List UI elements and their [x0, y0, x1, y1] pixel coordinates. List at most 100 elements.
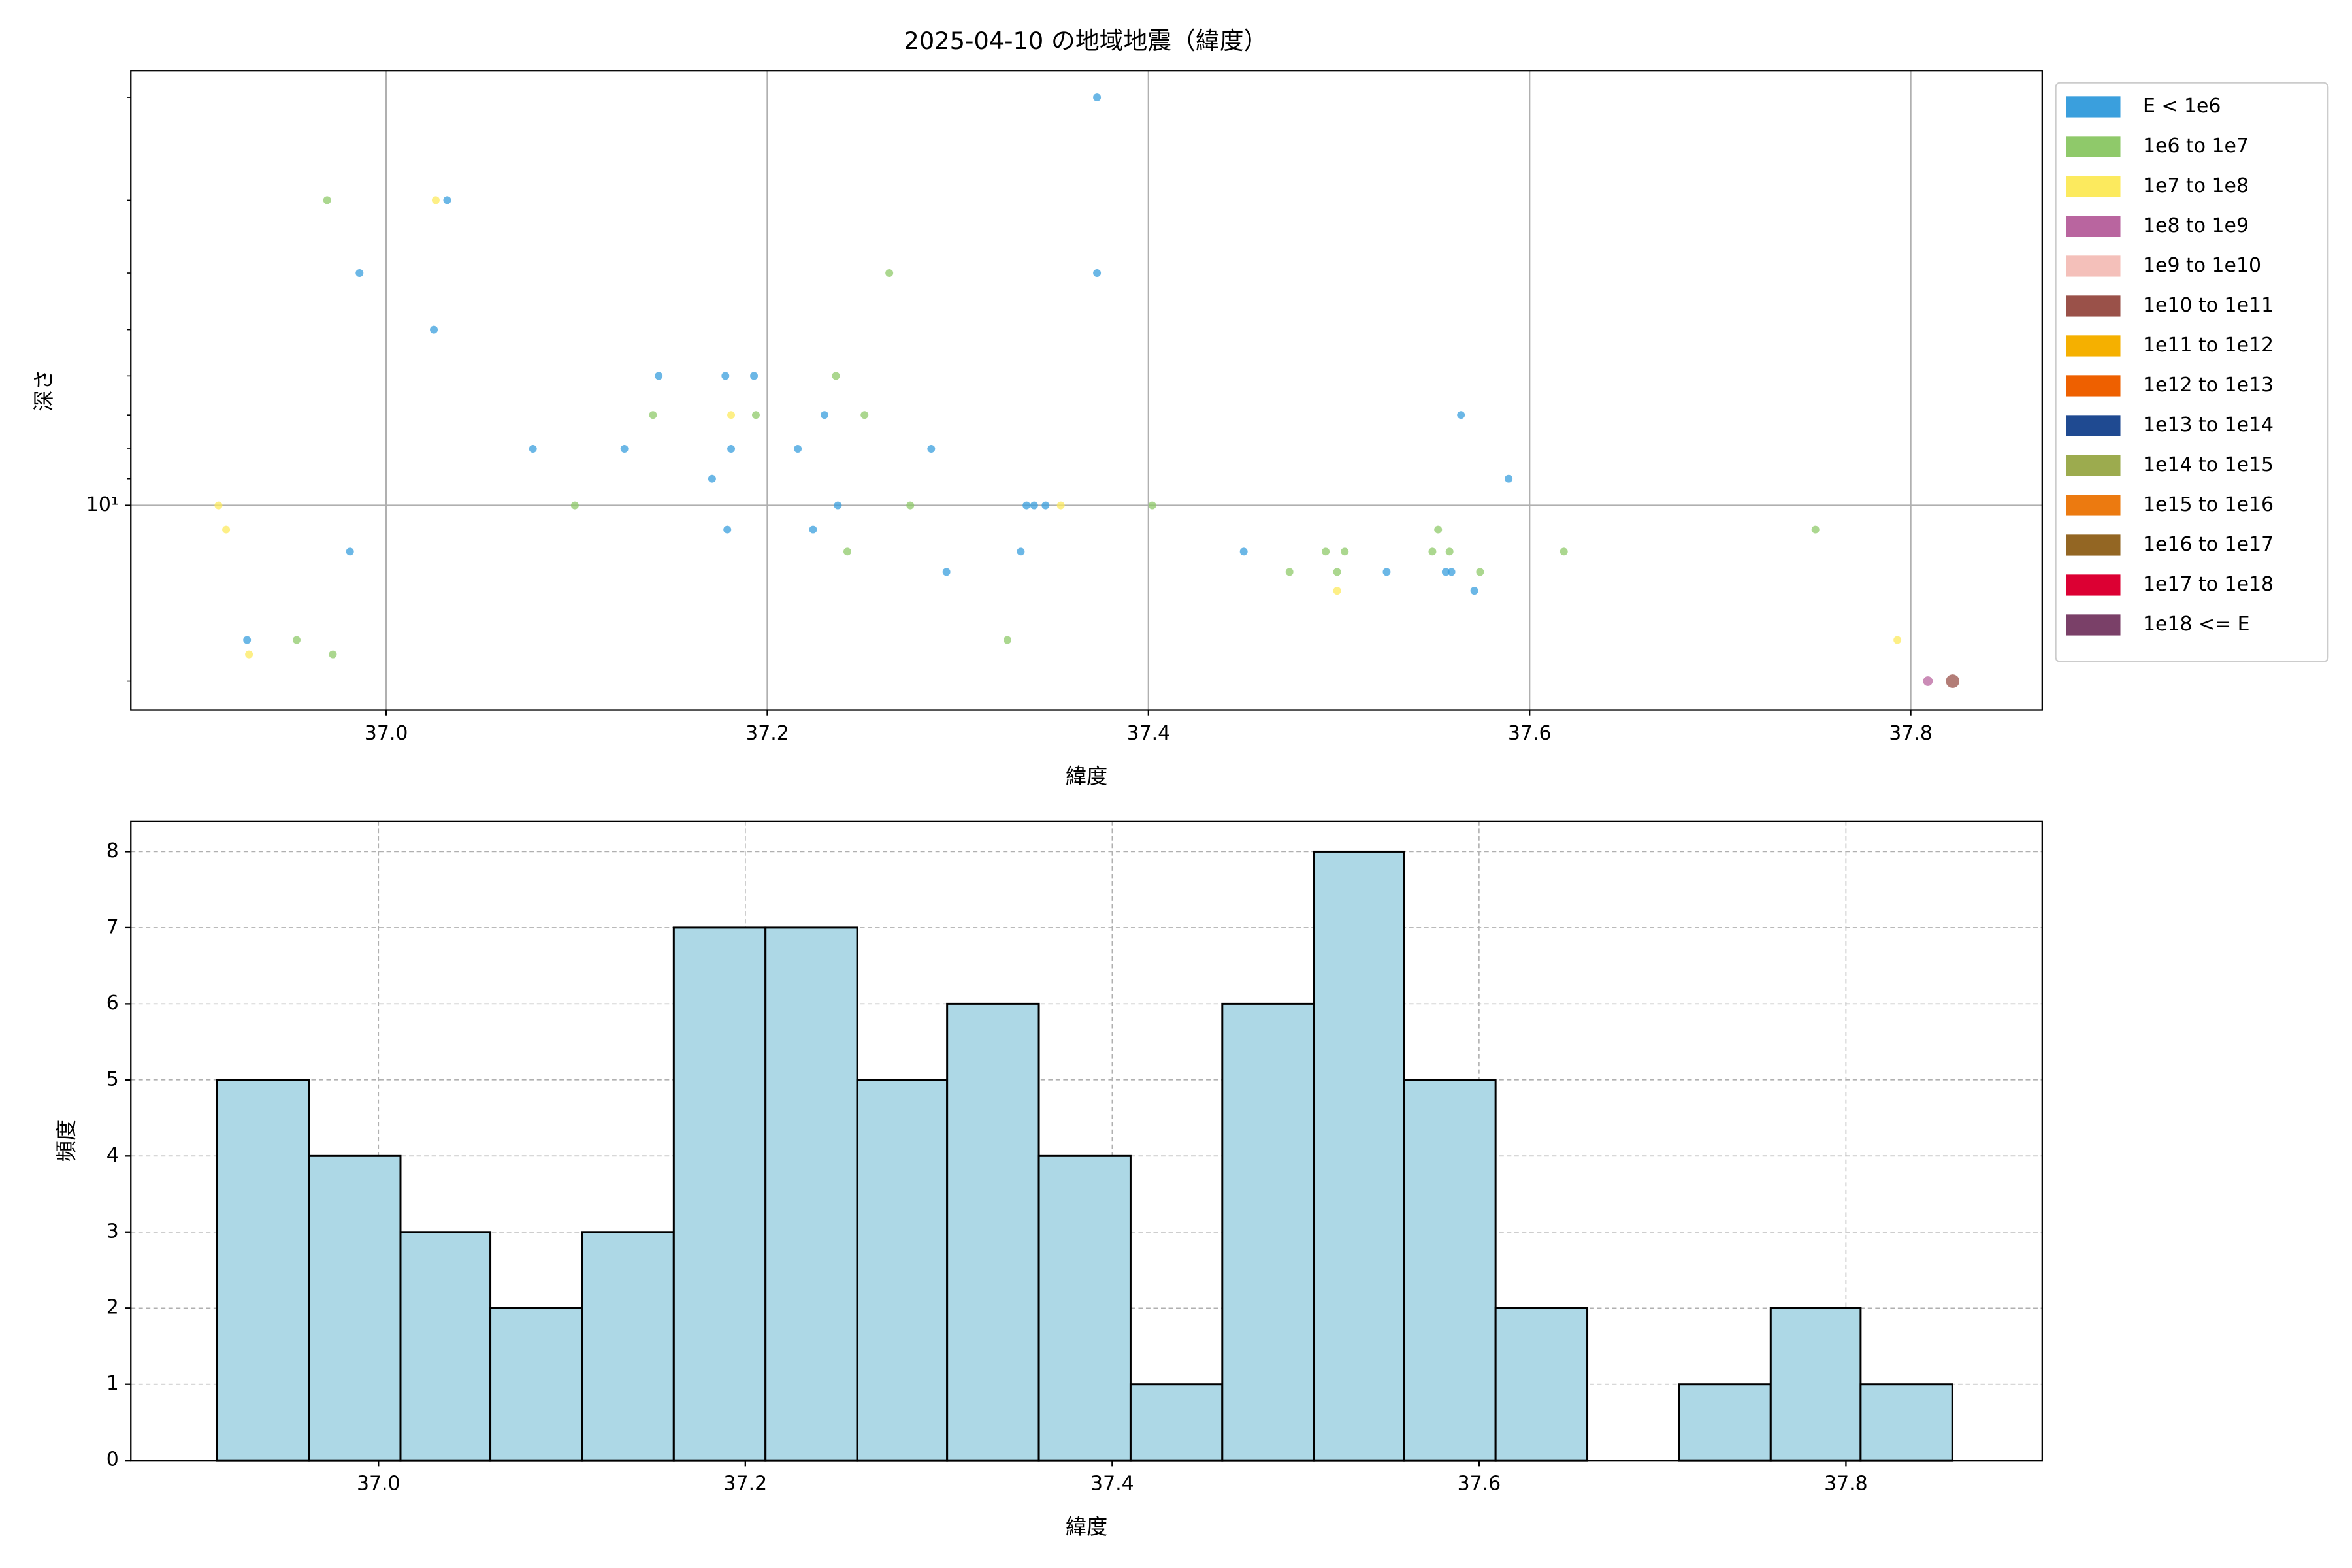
x-tick-label: 37.0: [365, 722, 408, 745]
legend-frame: [2055, 82, 2329, 663]
bar: [1678, 1383, 1772, 1462]
point: [1470, 587, 1478, 595]
point: [1322, 547, 1330, 556]
point: [1428, 547, 1437, 556]
point: [820, 411, 828, 419]
point: [1333, 587, 1341, 595]
point: [1093, 93, 1102, 102]
bar: [856, 1079, 949, 1462]
legend-label: 1e17 to 1e18: [2143, 573, 2274, 596]
point: [834, 501, 842, 510]
legend-swatch: [2066, 375, 2121, 397]
bar: [1221, 1002, 1315, 1462]
y-tick-label: 5: [106, 1068, 119, 1090]
point: [843, 547, 851, 556]
point: [1022, 501, 1031, 510]
legend-label: 1e11 to 1e12: [2143, 334, 2274, 357]
point: [222, 525, 231, 534]
y-tick-label: 1: [106, 1372, 119, 1395]
bar: [489, 1307, 583, 1462]
y-tick-label: 2: [106, 1296, 119, 1319]
bar: [1769, 1307, 1862, 1462]
point: [927, 445, 936, 453]
point: [1560, 547, 1568, 556]
y-tick-label: 4: [106, 1144, 119, 1167]
legend-swatch: [2066, 534, 2121, 556]
legend-swatch: [2066, 574, 2121, 596]
point: [750, 372, 759, 380]
x-tick-label: 37.8: [1824, 1473, 1868, 1495]
x-tick-label: 37.2: [724, 1473, 768, 1495]
legend-label: 1e10 to 1e11: [2143, 294, 2274, 317]
legend: E < 1e6 1e6 to 1e7 1e7 to 1e8 1e8 to 1e9 1e9…: [2055, 82, 2329, 663]
point: [1333, 568, 1341, 576]
bar: [1494, 1307, 1589, 1462]
point: [708, 474, 716, 483]
y-axis-label: 頻度: [54, 1120, 79, 1162]
point: [751, 411, 760, 419]
x-axis-label: 緯度: [1066, 1514, 1107, 1539]
point: [1017, 547, 1025, 556]
point: [794, 445, 802, 453]
legend-label: 1e9 to 1e10: [2143, 254, 2261, 277]
legend-label: 1e14 to 1e15: [2143, 453, 2274, 476]
point: [1445, 547, 1454, 556]
legend-label: 1e8 to 1e9: [2143, 214, 2249, 237]
y-tick-label: 6: [106, 992, 119, 1015]
point: [649, 411, 657, 419]
bar: [764, 926, 858, 1462]
x-tick-label: 37.0: [357, 1473, 400, 1495]
legend-swatch: [2066, 495, 2121, 516]
point: [1441, 568, 1450, 576]
x-tick-label: 37.6: [1508, 722, 1552, 745]
x-tick-label: 37.4: [1090, 1473, 1134, 1495]
point: [1148, 501, 1156, 510]
plot-frame: [130, 70, 2043, 711]
point: [1341, 547, 1349, 556]
legend-label: 1e16 to 1e17: [2143, 533, 2274, 556]
x-axis-label: 緯度: [1066, 764, 1107, 789]
point: [1946, 674, 1960, 688]
point: [906, 501, 915, 510]
bar: [216, 1079, 310, 1462]
point: [721, 372, 730, 380]
legend-label: E < 1e6: [2143, 95, 2221, 118]
point: [529, 445, 537, 453]
legend-swatch: [2066, 335, 2121, 357]
point: [655, 372, 663, 380]
point: [620, 445, 629, 453]
legend-label: 1e12 to 1e13: [2143, 374, 2274, 397]
point: [293, 636, 301, 644]
point: [1382, 568, 1391, 576]
point: [832, 372, 840, 380]
y-tick-label: 8: [106, 840, 119, 862]
point: [1093, 269, 1102, 278]
point: [809, 525, 817, 534]
legend-label: 1e7 to 1e8: [2143, 174, 2249, 197]
y-tick-label: 3: [106, 1220, 119, 1243]
point: [1239, 547, 1248, 556]
bar: [672, 926, 767, 1462]
legend-swatch: [2066, 96, 2121, 118]
point: [860, 411, 869, 419]
x-tick-label: 37.8: [1889, 722, 1933, 745]
point: [1434, 525, 1443, 534]
point: [430, 325, 438, 334]
plot-frame: [130, 820, 2043, 1462]
point: [1041, 501, 1050, 510]
point: [243, 636, 252, 644]
point: [346, 547, 354, 556]
point: [431, 196, 440, 204]
x-tick-label: 37.6: [1458, 1473, 1501, 1495]
point: [1447, 568, 1456, 576]
legend-swatch: [2066, 614, 2121, 636]
point: [245, 650, 253, 659]
chart-title: 2025-04-10 の地域地震（緯度）: [904, 27, 1267, 55]
bar: [1037, 1154, 1132, 1462]
point: [723, 525, 732, 534]
legend-label: 1e18 <= E: [2143, 613, 2250, 636]
y-tick-label: 7: [106, 915, 119, 938]
point: [329, 650, 337, 659]
